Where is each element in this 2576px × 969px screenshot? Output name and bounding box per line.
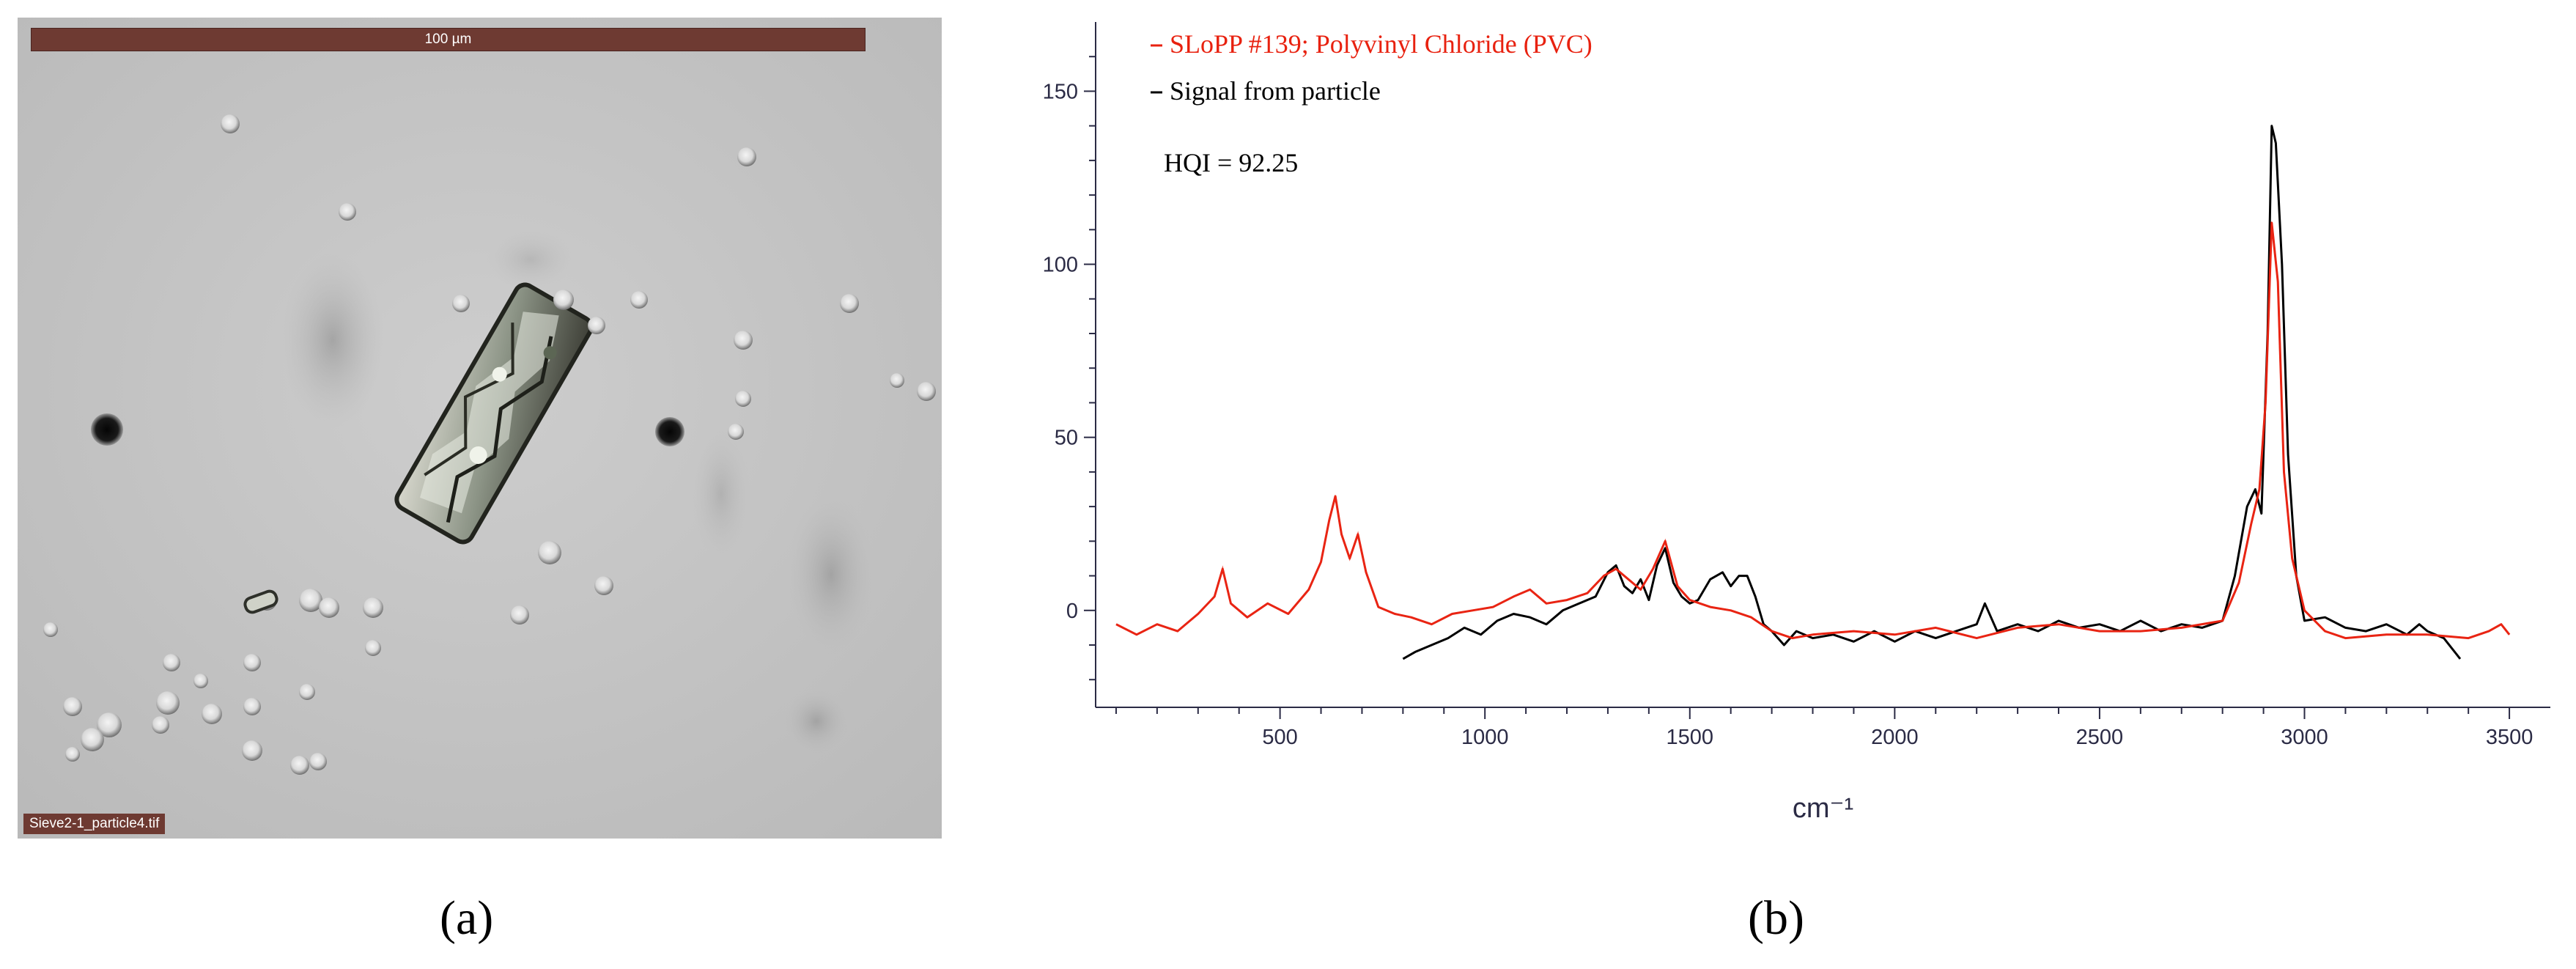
x-tick-label: 2000 bbox=[1871, 726, 1919, 749]
scale-bar: 100 µm bbox=[31, 28, 866, 51]
y-tick-label: 100 bbox=[1043, 254, 1078, 277]
x-tick-label: 1000 bbox=[1461, 726, 1509, 749]
x-tick-label: 2500 bbox=[2076, 726, 2124, 749]
series-line-particle bbox=[1402, 125, 2462, 660]
micrograph-image bbox=[18, 18, 942, 839]
chart-legend: SLoPP #139; Polyvinyl Chloride (PVC) Sign… bbox=[1151, 29, 1593, 106]
file-name-label: Sieve2-1_particle4.tif bbox=[23, 814, 166, 834]
x-tick-label: 500 bbox=[1262, 726, 1297, 749]
legend-entry: Signal from particle bbox=[1170, 76, 1381, 106]
series-line-reference bbox=[1115, 221, 2511, 640]
panel-b-caption: (b) bbox=[1748, 891, 1804, 945]
spectrum-chart: 0 50 100 150 500 1000 1500 2000 2500 3000 3500 cm… bbox=[1043, 22, 2550, 824]
y-axis-ticks: 0 50 100 150 bbox=[1043, 56, 1096, 681]
y-tick-label: 150 bbox=[1043, 80, 1078, 103]
x-tick-label: 1500 bbox=[1667, 726, 1714, 749]
x-axis-ticks: 500 1000 1500 2000 2500 3000 3500 bbox=[1115, 707, 2533, 749]
x-axis-label: cm⁻¹ bbox=[1793, 793, 1853, 824]
panel-a-caption: (a) bbox=[440, 891, 494, 945]
scale-bar-label: 100 µm bbox=[424, 32, 472, 47]
micrograph-panel: 100 µm Sieve2-1_particle4.tif bbox=[18, 18, 942, 839]
x-tick-label: 3000 bbox=[2281, 726, 2328, 749]
series-line-reference-overlay bbox=[1115, 222, 2511, 639]
y-tick-label: 0 bbox=[1066, 600, 1078, 623]
x-tick-label: 3500 bbox=[2486, 726, 2533, 749]
legend-entry: SLoPP #139; Polyvinyl Chloride (PVC) bbox=[1170, 29, 1593, 59]
y-tick-label: 50 bbox=[1055, 427, 1078, 450]
hqi-annotation: HQI = 92.25 bbox=[1164, 148, 1298, 177]
series-layer bbox=[1115, 125, 2511, 660]
chart-axes: 0 50 100 150 500 1000 1500 2000 2500 3000 3500 cm… bbox=[1043, 22, 2550, 824]
